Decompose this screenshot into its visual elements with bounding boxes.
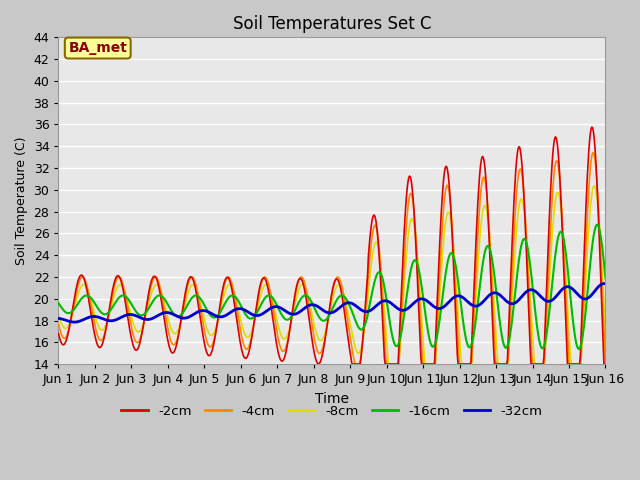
Legend: -2cm, -4cm, -8cm, -16cm, -32cm: -2cm, -4cm, -8cm, -16cm, -32cm — [116, 399, 548, 423]
Y-axis label: Soil Temperature (C): Soil Temperature (C) — [15, 136, 28, 265]
X-axis label: Time: Time — [315, 392, 349, 406]
Text: BA_met: BA_met — [68, 41, 127, 55]
Title: Soil Temperatures Set C: Soil Temperatures Set C — [233, 15, 431, 33]
